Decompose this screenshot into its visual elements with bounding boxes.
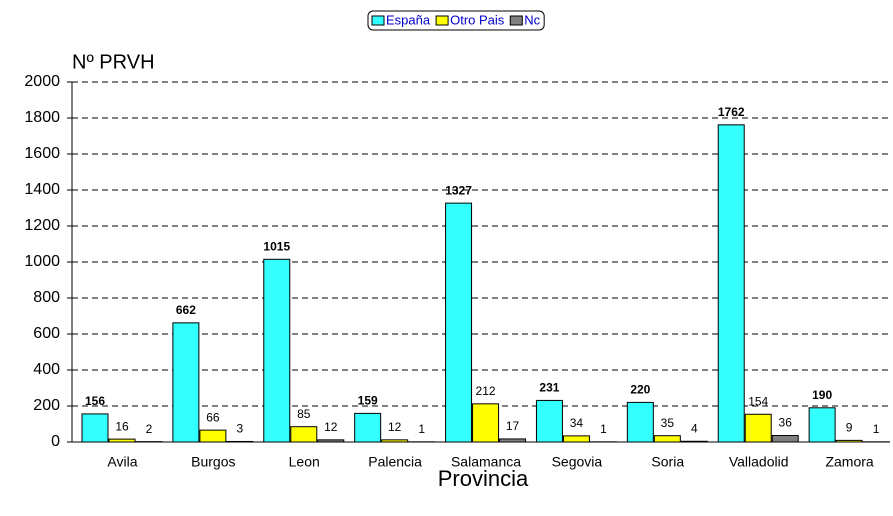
legend-label: España [386,12,431,27]
x-tick-label: Leon [289,454,320,470]
y-tick-label: 1200 [24,217,60,234]
x-axis-title: Provincia [438,466,529,491]
legend: España Otro Pais Nc [367,10,545,31]
bar [199,429,227,443]
bar [290,426,318,443]
bar [744,413,772,443]
data-label: 662 [176,303,196,317]
y-tick-label: 0 [51,433,60,450]
x-tick-label: Avila [107,454,137,470]
bar [535,399,563,443]
legend-frame [367,10,545,31]
data-label: 9 [846,421,853,435]
bar [808,407,836,443]
bar [680,440,708,443]
data-label: 1327 [445,183,472,197]
data-label: 1 [418,422,425,436]
bar [835,439,863,443]
data-label: 190 [812,388,832,402]
bar [263,258,291,443]
y-tick-label: 400 [33,361,60,378]
bar [108,438,136,443]
bar [626,401,654,443]
data-label: 17 [506,419,520,433]
y-tick-label: 800 [33,289,60,306]
data-label: 85 [297,407,311,421]
bar [354,412,382,443]
bar [381,439,409,443]
data-label: 1 [873,422,880,436]
legend-swatch [435,15,449,26]
data-label: 220 [630,383,650,397]
data-label: 36 [779,416,793,430]
y-tick-label: 200 [33,397,60,414]
data-label: 34 [570,416,584,430]
x-tick-label: Burgos [191,454,235,470]
x-tick-label: Segovia [552,454,603,470]
data-label: 1015 [263,239,290,253]
bar [445,202,473,443]
data-label: 4 [691,421,698,435]
data-label: 154 [748,394,768,408]
legend-label: Nc [524,12,540,27]
y-tick-label: 1000 [24,253,60,270]
y-tick-label: 1400 [24,181,60,198]
data-label: 231 [539,381,559,395]
x-tick-label: Valladolid [729,454,789,470]
y-tick-label: 1800 [24,109,60,126]
bar [562,435,590,443]
data-label: 16 [115,419,129,433]
x-tick-label: Soria [651,454,684,470]
bar [717,124,745,443]
bar [771,435,799,443]
data-label: 12 [324,420,338,434]
y-axis-title: Nº PRVH [72,51,155,73]
bar [172,322,200,443]
data-label: 159 [358,394,378,408]
bar [499,438,527,443]
legend-swatch [371,15,385,26]
x-tick-label: Palencia [368,454,422,470]
legend-label: Otro Pais [450,12,505,27]
bar [226,440,254,443]
y-tick-label: 2000 [24,73,60,90]
data-label: 3 [237,422,244,436]
bar [317,439,345,443]
x-tick-label: Salamanca [451,454,521,470]
bar [653,435,681,443]
data-label: 12 [388,420,402,434]
data-label: 212 [476,384,496,398]
data-label: 1762 [718,105,745,119]
bar [472,403,500,443]
data-label: 66 [206,410,220,424]
data-label: 156 [85,394,105,408]
data-label: 2 [146,422,153,436]
x-tick-label: Zamora [825,454,873,470]
legend-swatch [509,15,523,26]
data-label: 1 [600,422,607,436]
y-tick-label: 1600 [24,145,60,162]
bar [81,413,109,443]
y-tick-label: 600 [33,325,60,342]
data-label: 35 [661,416,675,430]
